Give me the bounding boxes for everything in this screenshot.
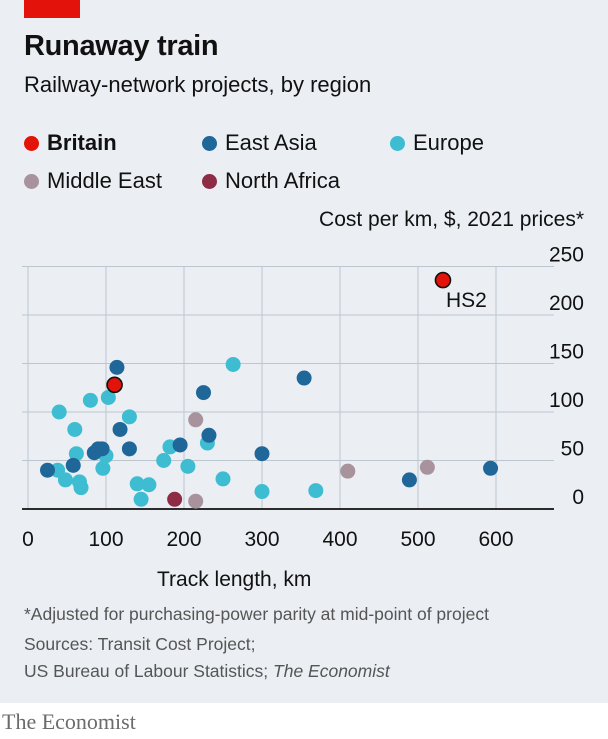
data-point-east-asia bbox=[172, 437, 188, 453]
data-point-europe bbox=[308, 483, 324, 499]
legend-item-middle-east: Middle East bbox=[24, 168, 162, 194]
legend-label-britain: Britain bbox=[47, 130, 117, 155]
data-point-middle-east bbox=[188, 412, 204, 428]
data-point-europe bbox=[254, 484, 270, 500]
data-point-europe bbox=[95, 460, 111, 476]
legend-item-britain: Britain bbox=[24, 130, 117, 156]
y-tick-label: 0 bbox=[572, 486, 584, 509]
data-point-east-asia bbox=[121, 441, 137, 457]
data-point-europe bbox=[156, 453, 172, 468]
x-axis-label: Track length, km bbox=[157, 568, 311, 591]
data-point-europe bbox=[67, 421, 83, 437]
legend-dot-north-africa bbox=[202, 173, 217, 189]
data-point-east-asia bbox=[401, 472, 417, 488]
data-point-east-asia bbox=[109, 359, 125, 375]
annotation-hs2: HS2 bbox=[446, 289, 487, 312]
data-point-east-asia bbox=[94, 441, 110, 457]
y-axis-label: Cost per km, $, 2021 prices* bbox=[319, 208, 584, 231]
data-point-east-asia bbox=[201, 427, 217, 443]
data-point-europe bbox=[133, 491, 149, 507]
scatter-plot: Cost per km, $, 2021 prices* 0 50 100 150 200… bbox=[22, 208, 584, 591]
data-point-europe bbox=[73, 480, 89, 496]
brand-red-tag bbox=[24, 0, 80, 18]
data-point-britain bbox=[106, 376, 123, 394]
data-point-east-asia bbox=[254, 446, 270, 462]
legend-dot-europe bbox=[390, 135, 405, 151]
data-point-north-africa bbox=[167, 491, 183, 507]
x-tick-label: 300 bbox=[244, 528, 279, 551]
data-point-europe bbox=[225, 356, 241, 372]
chart-card: Runaway train Railway-network projects, … bbox=[0, 0, 608, 703]
legend-item-europe: Europe bbox=[390, 130, 484, 156]
data-point-east-asia bbox=[483, 460, 499, 476]
footnote-sources-line-2: US Bureau of Labour Statistics; The Econ… bbox=[24, 661, 390, 682]
y-tick-label: 100 bbox=[549, 389, 584, 412]
x-tick-label: 200 bbox=[166, 528, 201, 551]
legend-dot-east-asia bbox=[202, 135, 217, 151]
data-point-east-asia bbox=[40, 462, 55, 478]
data-point-europe bbox=[68, 446, 84, 462]
footnote-asterisk: *Adjusted for purchasing-power parity at… bbox=[24, 604, 489, 624]
data-point-middle-east bbox=[340, 463, 356, 479]
chart-subtitle: Railway-network projects, by region bbox=[24, 72, 372, 97]
legend-dot-britain bbox=[24, 135, 39, 151]
data-point-europe bbox=[100, 389, 116, 405]
data-point-europe bbox=[82, 392, 98, 408]
footnote-sources-line-1: Sources: Transit Cost Project; bbox=[24, 634, 256, 654]
data-point-east-asia bbox=[65, 457, 81, 473]
data-point-east-asia bbox=[196, 385, 211, 401]
data-point-europe bbox=[141, 477, 157, 493]
y-tick-label: 50 bbox=[561, 438, 584, 461]
legend-label-middle-east: Middle East bbox=[47, 168, 162, 193]
legend-label-north-africa: North Africa bbox=[225, 168, 340, 193]
x-tick-label: 100 bbox=[88, 528, 123, 551]
footnote-sources-publication: The Economist bbox=[273, 661, 390, 681]
data-point-europe bbox=[215, 471, 231, 487]
data-point-east-asia bbox=[112, 421, 128, 437]
y-tick-label: 200 bbox=[549, 292, 584, 315]
chart-title: Runaway train bbox=[24, 30, 219, 62]
data-point-europe bbox=[121, 409, 137, 425]
data-point-middle-east bbox=[188, 493, 204, 509]
data-point-europe bbox=[180, 458, 196, 474]
legend-item-east-asia: East Asia bbox=[202, 130, 317, 156]
data-point-europe bbox=[129, 476, 145, 492]
brand-wordmark: The Economist bbox=[2, 709, 136, 734]
data-point-europe bbox=[51, 404, 67, 420]
legend-label-east-asia: East Asia bbox=[225, 130, 317, 155]
legend-label-europe: Europe bbox=[413, 130, 484, 155]
data-point-europe bbox=[57, 472, 73, 488]
x-tick-label: 400 bbox=[322, 528, 357, 551]
y-tick-label: 250 bbox=[549, 244, 584, 267]
y-tick-label: 150 bbox=[549, 341, 584, 364]
x-tick-label: 600 bbox=[478, 528, 513, 551]
x-tick-label: 500 bbox=[400, 528, 435, 551]
legend-item-north-africa: North Africa bbox=[202, 168, 340, 194]
data-point-middle-east bbox=[419, 459, 435, 475]
data-point-britain bbox=[434, 271, 452, 289]
footnote-sources-text: US Bureau of Labour Statistics; bbox=[24, 661, 274, 681]
legend-dot-middle-east bbox=[24, 173, 39, 189]
x-tick-label: 0 bbox=[22, 528, 34, 551]
data-point-east-asia bbox=[296, 370, 312, 386]
